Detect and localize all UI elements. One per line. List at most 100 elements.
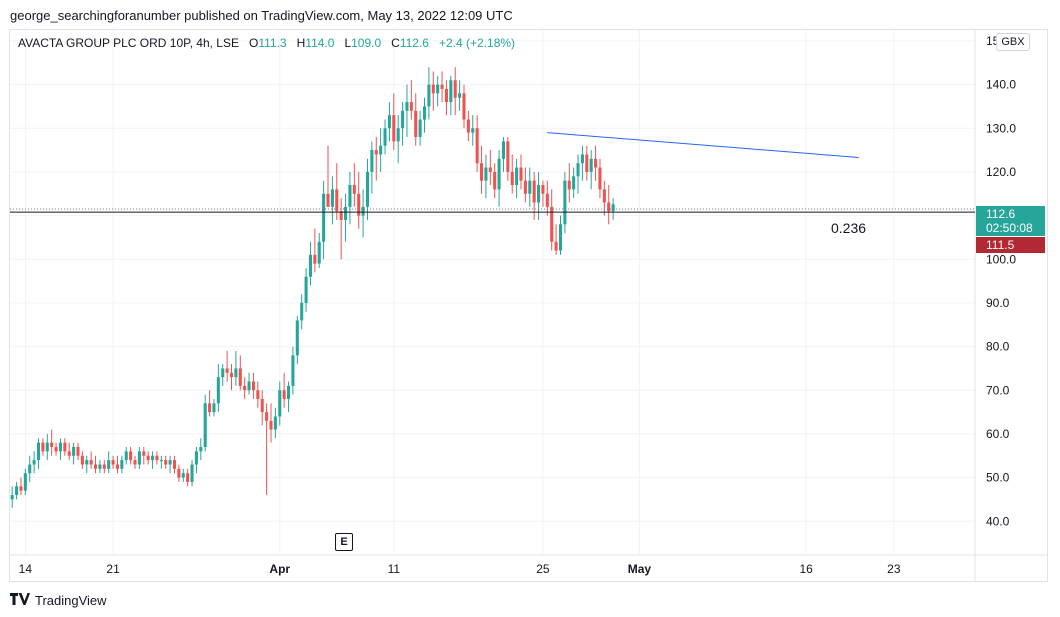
candle-body	[387, 115, 391, 129]
y-tick-label: 90.0	[986, 296, 1010, 310]
candle-body	[225, 368, 229, 373]
candle-body	[409, 102, 413, 111]
x-tick-label: 16	[799, 562, 813, 576]
candle-body	[580, 154, 584, 164]
x-tick-label: 14	[19, 562, 33, 576]
candle-body	[506, 141, 510, 172]
candle-body	[212, 403, 216, 413]
candle-body	[194, 451, 198, 465]
candle-body	[479, 163, 484, 181]
candle-body	[238, 368, 242, 386]
earnings-event-badge[interactable]: E	[335, 533, 353, 551]
candle-body	[177, 468, 181, 478]
candle-body	[304, 276, 308, 303]
candle-body	[594, 158, 598, 168]
candle-body	[54, 447, 58, 452]
candle-body	[199, 447, 203, 452]
candle-body	[515, 167, 519, 186]
candle-body	[102, 464, 106, 469]
candle-body	[567, 180, 571, 190]
candle-body	[151, 455, 155, 461]
fib-level-label[interactable]: 0.236	[831, 220, 867, 236]
x-tick-label: 11	[388, 562, 401, 576]
candle-body	[365, 171, 370, 207]
candle-body	[89, 460, 93, 465]
currency-button[interactable]: GBX	[996, 33, 1030, 51]
candle-body	[186, 473, 190, 482]
candle-body	[352, 185, 356, 194]
y-tick-label: 100.0	[986, 252, 1016, 266]
candle-body	[322, 193, 326, 242]
candle-body	[330, 189, 334, 207]
candle-body	[137, 451, 141, 465]
candle-body	[396, 128, 400, 142]
candle-body	[541, 185, 545, 194]
candle-body	[282, 390, 286, 399]
candle-body	[129, 451, 133, 461]
open-label: O	[249, 36, 259, 50]
publisher-line: george_searchingforanumber published on …	[10, 8, 513, 23]
candle-body	[291, 355, 295, 386]
candle-body	[484, 167, 488, 181]
candle-body	[234, 368, 238, 378]
candle-body	[414, 110, 418, 137]
candle-body	[190, 464, 194, 482]
candle-body	[510, 171, 514, 186]
candle-body	[32, 460, 36, 465]
candle-body	[295, 320, 299, 356]
y-tick-label: 130.0	[986, 121, 1016, 135]
candle-body	[36, 442, 41, 461]
secondary-price-tag: 111.5	[976, 237, 1045, 253]
candle-body	[269, 420, 273, 430]
candle-body	[120, 460, 124, 469]
candle-body	[458, 93, 462, 98]
candle-body	[431, 84, 435, 94]
trendline	[547, 132, 859, 159]
candle-body	[585, 154, 589, 172]
candle-body	[317, 241, 321, 264]
last-price-value: 112.6	[986, 207, 1016, 221]
candle-body	[374, 150, 378, 155]
grid	[10, 30, 975, 554]
candle-body	[598, 167, 602, 190]
candle-body	[339, 211, 343, 220]
candle-body	[124, 451, 128, 461]
candle-body	[63, 442, 67, 452]
candle-body	[418, 119, 422, 137]
candle-body	[462, 93, 466, 120]
candle-body	[247, 381, 251, 391]
candle-body	[528, 180, 532, 194]
x-tick-label: Apr	[269, 562, 290, 576]
candle-body	[98, 464, 102, 469]
high-label: H	[296, 36, 306, 50]
candle-body	[523, 180, 527, 194]
candle-body	[589, 158, 593, 172]
x-tick-label: 25	[536, 562, 550, 576]
candle-body	[475, 128, 479, 164]
candle-body	[466, 119, 470, 133]
candle-body	[488, 167, 492, 172]
candle-body	[181, 473, 185, 478]
candle-body	[111, 460, 115, 465]
candle-body	[392, 115, 396, 142]
candle-body	[501, 141, 506, 159]
brand-name: TradingView	[35, 593, 107, 608]
tradingview-brand[interactable]: TradingView	[10, 593, 107, 608]
candle-body	[265, 412, 269, 421]
candle-body	[15, 486, 19, 496]
candle-body	[348, 185, 352, 207]
candle-body	[172, 460, 177, 469]
candle-body	[471, 128, 475, 133]
candle-body	[344, 206, 348, 220]
candle-body	[28, 464, 32, 474]
candle-body	[440, 84, 444, 89]
close-value: 112.6	[399, 36, 429, 50]
candle-body	[436, 84, 440, 94]
candle-body	[273, 416, 277, 430]
candle-body	[370, 150, 374, 172]
x-tick-label: 21	[106, 562, 120, 576]
candle-body	[532, 180, 536, 203]
candle-body	[449, 80, 453, 103]
candle-body	[554, 241, 558, 251]
